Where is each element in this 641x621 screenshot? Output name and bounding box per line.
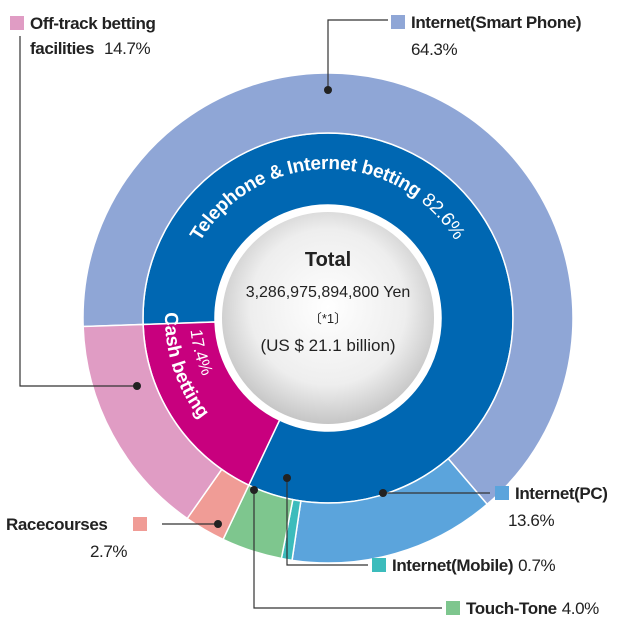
legend-label: Internet(Mobile) 0.7% — [372, 553, 556, 578]
leader-line — [286, 478, 368, 566]
legend-value: 64.3% — [411, 40, 458, 59]
legend-value: 0.7% — [518, 556, 556, 575]
legend-category: Touch-Tone — [466, 599, 557, 618]
legend-swatch — [133, 517, 148, 531]
ring-segment — [82, 323, 223, 520]
center-line: 3,286,975,894,800 Yen — [246, 284, 411, 301]
center-title: Total — [305, 249, 351, 271]
legend-swatch — [391, 15, 405, 29]
center-line: 〔*1〕 — [309, 311, 347, 326]
legend-label: Off-track betting facilities 14.7% — [10, 11, 230, 61]
center-disc — [218, 208, 438, 428]
legend-label: Touch-Tone 4.0% — [446, 596, 599, 621]
legend-label: Internet(PC) 13.6% — [495, 481, 608, 533]
legend-category: Internet(Smart Phone) — [411, 13, 582, 32]
legend-label: Internet(Smart Phone) 64.3% — [391, 10, 582, 62]
legend-value: 14.7% — [104, 39, 151, 58]
leader-dot — [324, 86, 332, 94]
legend-category: Racecourses — [6, 515, 108, 534]
legend-value: 2.7% — [90, 542, 128, 561]
leader-dot — [214, 520, 222, 528]
leader-line — [19, 36, 137, 387]
ring-segment — [82, 72, 574, 506]
leader-dot — [283, 474, 291, 482]
legend-category: Internet(PC) — [515, 484, 608, 503]
legend-swatch — [10, 16, 24, 30]
center-line: (US $ 21.1 billion) — [260, 336, 395, 355]
legend-category: Off-track betting facilities — [30, 14, 156, 58]
legend-swatch — [446, 601, 460, 615]
leader-dot — [379, 489, 387, 497]
legend-value: 4.0% — [561, 599, 600, 618]
legend-label: Racecourses 2.7% — [6, 512, 148, 564]
leader-dot — [133, 382, 141, 390]
legend-category: Internet(Mobile) — [392, 556, 514, 575]
legend-swatch — [372, 558, 386, 572]
leader-line — [253, 490, 442, 609]
leader-line — [327, 19, 388, 90]
leader-dot — [250, 486, 258, 494]
legend-swatch — [495, 486, 509, 500]
legend-value: 13.6% — [508, 511, 555, 530]
